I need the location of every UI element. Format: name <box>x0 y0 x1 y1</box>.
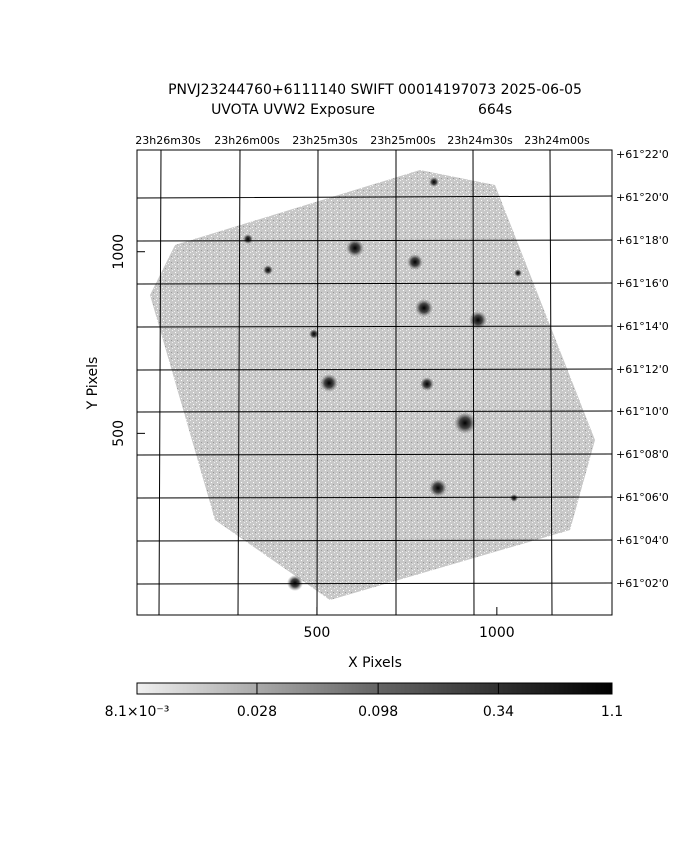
plot-frame <box>136 149 613 616</box>
y-tick-label: 1000 <box>111 234 127 270</box>
colorbar-tick-label: 1.1 <box>601 704 623 720</box>
dec-label: +61°10'0 <box>616 405 669 418</box>
dec-label: +61°06'0 <box>616 491 669 504</box>
y-tick-label: 500 <box>111 420 127 447</box>
x-tick-label: 500 <box>304 625 331 641</box>
colorbar-tick-label: 0.34 <box>483 704 514 720</box>
ra-label: 23h26m30s <box>135 134 201 147</box>
colorbar-tick-label: 0.028 <box>237 704 277 720</box>
colorbar-tick-label: 0.098 <box>358 704 398 720</box>
ra-label: 23h25m30s <box>292 134 358 147</box>
ra-label: 23h24m00s <box>524 134 590 147</box>
subtitle: UVOTA UVW2 Exposure <box>211 102 375 118</box>
dec-label: +61°02'0 <box>616 577 669 590</box>
sky-image <box>150 170 595 600</box>
dec-label: +61°14'0 <box>616 320 669 333</box>
x-axis-label: X Pixels <box>348 655 402 671</box>
colorbar-tick-label: 8.1×10⁻³ <box>105 704 170 720</box>
colorbar <box>136 682 613 695</box>
dec-label: +61°08'0 <box>616 448 669 461</box>
y-axis-label: Y Pixels <box>85 357 101 411</box>
coordinate-grid <box>136 149 613 616</box>
dec-label: +61°04'0 <box>616 534 669 547</box>
dec-label: +61°16'0 <box>616 277 669 290</box>
ra-label: 23h24m30s <box>447 134 513 147</box>
exposure: 664s <box>478 102 512 118</box>
dec-label: +61°22'0 <box>616 148 669 161</box>
ra-label: 23h26m00s <box>214 134 280 147</box>
ra-label: 23h25m00s <box>370 134 436 147</box>
title: PNVJ23244760+6111140 SWIFT 00014197073 2… <box>168 82 582 98</box>
dec-label: +61°20'0 <box>616 191 669 204</box>
dec-label: +61°18'0 <box>616 234 669 247</box>
dec-label: +61°12'0 <box>616 363 669 376</box>
x-tick-label: 1000 <box>479 625 515 641</box>
